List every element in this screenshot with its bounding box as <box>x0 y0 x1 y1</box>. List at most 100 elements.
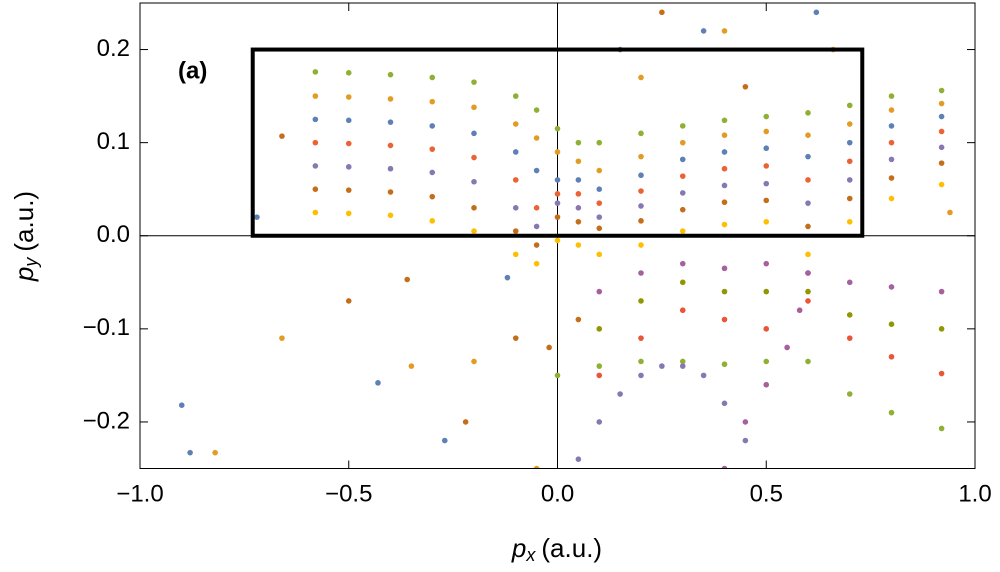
point <box>429 169 436 176</box>
point <box>763 145 770 152</box>
point <box>805 177 811 183</box>
point <box>805 270 811 276</box>
point <box>441 437 448 444</box>
point <box>408 363 415 369</box>
point <box>679 358 686 365</box>
panel-label: (a) <box>178 57 207 84</box>
point <box>679 139 686 146</box>
point <box>471 130 477 137</box>
point <box>888 93 895 99</box>
point <box>312 163 319 169</box>
point <box>512 121 519 127</box>
point <box>512 177 519 183</box>
point <box>846 391 853 397</box>
point <box>679 363 686 369</box>
point <box>763 197 770 204</box>
point <box>742 419 749 425</box>
point <box>679 279 686 286</box>
point <box>679 228 686 234</box>
point <box>387 96 394 102</box>
point <box>763 218 770 225</box>
point <box>533 107 540 113</box>
point <box>679 173 686 179</box>
point <box>846 279 853 286</box>
point <box>763 288 770 295</box>
point <box>638 130 644 137</box>
point <box>345 117 352 124</box>
point <box>805 200 811 206</box>
point <box>763 358 770 365</box>
point <box>279 133 285 139</box>
plot-area <box>140 3 975 469</box>
y-label-unit: (a.u.) <box>9 191 39 252</box>
point <box>533 205 540 211</box>
point <box>888 123 895 129</box>
point <box>575 316 582 323</box>
point <box>533 465 540 469</box>
point <box>512 228 519 234</box>
point <box>575 177 582 183</box>
point <box>345 140 352 147</box>
x-tick-label: 0.5 <box>750 480 783 507</box>
point <box>471 358 477 365</box>
point <box>742 437 749 444</box>
point <box>533 167 540 174</box>
point <box>375 380 381 386</box>
x-tick-label: 0.0 <box>541 480 574 507</box>
point <box>784 344 790 351</box>
point <box>596 200 603 206</box>
point <box>345 164 352 170</box>
point <box>721 165 728 172</box>
point <box>617 391 623 397</box>
point <box>846 102 853 109</box>
x-label-subscript: x <box>525 545 536 565</box>
point <box>846 218 853 225</box>
x-label-symbol: p <box>511 533 526 563</box>
point <box>938 128 945 135</box>
point <box>721 182 728 189</box>
point <box>846 139 853 146</box>
point <box>596 326 603 332</box>
point <box>638 153 644 160</box>
point <box>846 158 853 165</box>
point <box>471 178 477 185</box>
point <box>763 180 770 187</box>
point <box>575 205 582 211</box>
x-tick-label: −1.0 <box>116 480 163 507</box>
point <box>533 223 540 230</box>
point <box>679 190 686 196</box>
point <box>575 139 582 146</box>
point <box>805 223 811 230</box>
point <box>721 465 728 469</box>
point <box>763 381 770 388</box>
point <box>721 28 728 34</box>
point <box>638 270 644 276</box>
point <box>721 221 728 228</box>
point <box>429 218 436 224</box>
point <box>938 288 945 295</box>
point <box>796 307 803 314</box>
point <box>387 119 394 125</box>
point <box>387 212 394 219</box>
y-label-subscript: y <box>21 257 41 269</box>
point <box>700 372 707 379</box>
point <box>554 177 561 183</box>
point <box>471 154 477 161</box>
point <box>554 237 561 244</box>
point <box>846 335 853 341</box>
point <box>679 260 686 267</box>
point <box>471 104 477 111</box>
x-tick-label: −0.5 <box>325 480 372 507</box>
point <box>312 186 319 192</box>
point <box>888 195 895 202</box>
point <box>700 28 707 34</box>
point <box>721 199 728 206</box>
point <box>596 419 603 425</box>
point <box>345 210 352 217</box>
point <box>312 93 319 99</box>
point <box>679 307 686 314</box>
point <box>554 200 561 206</box>
point <box>387 71 394 78</box>
point <box>429 98 436 105</box>
point <box>638 358 644 365</box>
